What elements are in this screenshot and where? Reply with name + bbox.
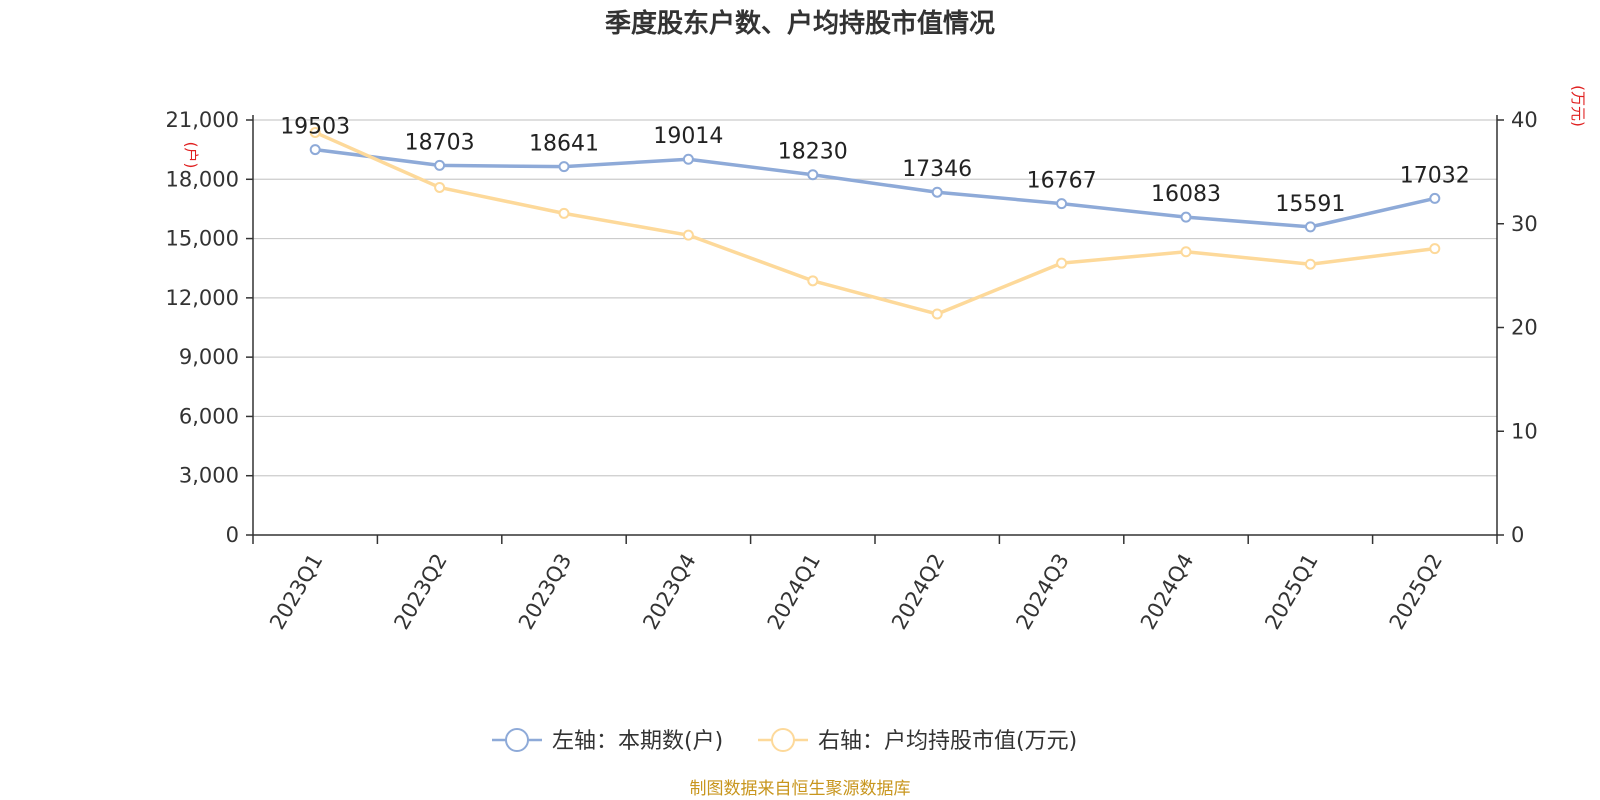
- data-point: [931, 186, 943, 198]
- data-point: [807, 275, 819, 287]
- x-tick-label: 2023Q3: [514, 550, 576, 634]
- x-tick-label: 2025Q2: [1385, 550, 1447, 634]
- x-tick-label: 2024Q2: [887, 550, 949, 634]
- left-tick-label: 15,000: [166, 227, 239, 251]
- data-point: [1429, 243, 1441, 255]
- right-axis-ticks: 0 10 20 30 40: [1497, 108, 1538, 547]
- left-tick-label: 3,000: [179, 464, 239, 488]
- grid: [253, 119, 1497, 477]
- data-label: 19014: [653, 124, 723, 149]
- data-point: [309, 144, 321, 156]
- data-label: 15591: [1275, 192, 1345, 217]
- chart-title: 季度股东户数、户均持股市值情况: [605, 8, 995, 39]
- data-label: 17346: [902, 157, 972, 182]
- x-tick-label: 2023Q1: [265, 550, 327, 634]
- data-point: [558, 207, 570, 219]
- right-tick-label: 20: [1511, 316, 1538, 340]
- right-axis-unit: (万元): [1569, 85, 1587, 127]
- left-tick-label: 0: [226, 523, 239, 547]
- right-tick-label: 10: [1511, 419, 1538, 443]
- data-labels: 19503 18703 18641 19014 18230 17346 16767 16083…: [280, 115, 1470, 217]
- data-point: [682, 229, 694, 241]
- data-label: 19503: [280, 115, 350, 140]
- right-tick-label: 0: [1511, 523, 1524, 547]
- right-tick-label: 30: [1511, 212, 1538, 236]
- left-axis-ticks: 0 3,000 6,000 9,000 12,000 15,000 18,000 21,000: [166, 108, 253, 547]
- left-tick-label: 18,000: [166, 167, 239, 191]
- data-label: 18641: [529, 132, 599, 157]
- data-point: [1304, 221, 1316, 233]
- legend-label-1: 左轴：本期数(户): [552, 729, 723, 754]
- data-point: [1429, 192, 1441, 204]
- series-line-2: [314, 130, 1436, 316]
- left-tick-label: 21,000: [166, 108, 239, 132]
- data-point: [682, 153, 694, 165]
- legend: 左轴：本期数(户) 右轴：户均持股市值(万元): [492, 728, 1077, 754]
- data-point: [1056, 257, 1068, 269]
- x-axis-ticks: 2023Q1 2023Q2 2023Q3 2023Q4 2024Q1 2024Q2 2024…: [252, 535, 1498, 634]
- x-tick-label: 2023Q2: [389, 550, 451, 634]
- data-label: 18703: [405, 130, 475, 155]
- left-tick-label: 9,000: [179, 345, 239, 369]
- x-tick-label: 2023Q4: [638, 550, 700, 634]
- data-label: 18230: [778, 140, 848, 165]
- left-tick-label: 6,000: [179, 404, 239, 428]
- legend-label-2: 右轴：户均持股市值(万元): [818, 729, 1077, 754]
- x-tick-label: 2024Q3: [1011, 550, 1073, 634]
- data-point: [434, 159, 446, 171]
- data-label: 17032: [1400, 163, 1470, 188]
- data-point: [1180, 211, 1192, 223]
- axes: [252, 115, 1498, 536]
- x-tick-label: 2025Q1: [1260, 550, 1322, 634]
- data-point: [807, 169, 819, 181]
- data-point: [558, 161, 570, 173]
- data-point: [309, 126, 321, 138]
- source-note: 制图数据来自恒生聚源数据库: [690, 779, 911, 799]
- right-tick-label: 40: [1511, 108, 1538, 132]
- legend-marker-1: [505, 728, 529, 752]
- data-label: 16767: [1027, 169, 1097, 194]
- data-point: [1056, 198, 1068, 210]
- data-point: [1180, 246, 1192, 258]
- left-axis-unit: (户): [182, 142, 200, 169]
- series-group: [309, 126, 1441, 320]
- data-point: [931, 308, 943, 320]
- x-tick-label: 2024Q4: [1136, 550, 1198, 634]
- data-point: [434, 181, 446, 193]
- x-tick-label: 2024Q1: [763, 550, 825, 634]
- data-point: [1304, 258, 1316, 270]
- series-line-1: [314, 147, 1436, 229]
- data-label: 16083: [1151, 182, 1221, 207]
- legend-marker-2: [771, 728, 795, 752]
- left-tick-label: 12,000: [166, 286, 239, 310]
